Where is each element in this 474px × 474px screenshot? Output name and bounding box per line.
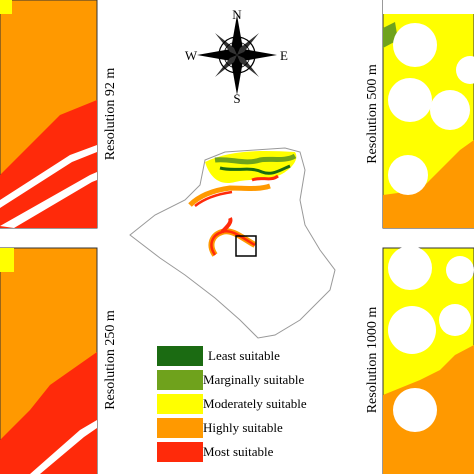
compass-south: S — [233, 91, 240, 106]
legend-swatch — [157, 418, 203, 438]
legend-label: Least suitable — [208, 348, 280, 363]
legend-label: Most suitable — [203, 444, 274, 459]
panel-250m — [0, 247, 98, 474]
legend-swatch — [157, 394, 203, 414]
panel-label: Resolution 92 m — [103, 68, 118, 161]
panel-92m — [0, 0, 98, 229]
compass-north: N — [232, 7, 242, 22]
legend-label: Highly suitable — [203, 420, 283, 435]
country-map — [129, 147, 336, 339]
compass-rose — [197, 15, 277, 95]
legend-label: Marginally suitable — [203, 372, 304, 387]
panel-1000m — [382, 246, 474, 474]
panel-label: Resolution 500 m — [365, 64, 380, 164]
panel-label: Resolution 250 m — [103, 310, 118, 410]
legend-swatch — [157, 442, 203, 462]
compass-west: W — [185, 48, 198, 63]
legend-swatch — [157, 370, 203, 390]
legend-swatch — [157, 346, 203, 366]
panel-500m — [382, 0, 474, 229]
panel-label: Resolution 1000 m — [365, 307, 380, 414]
legend-label: Moderately suitable — [203, 396, 307, 411]
compass-east: E — [280, 48, 288, 63]
